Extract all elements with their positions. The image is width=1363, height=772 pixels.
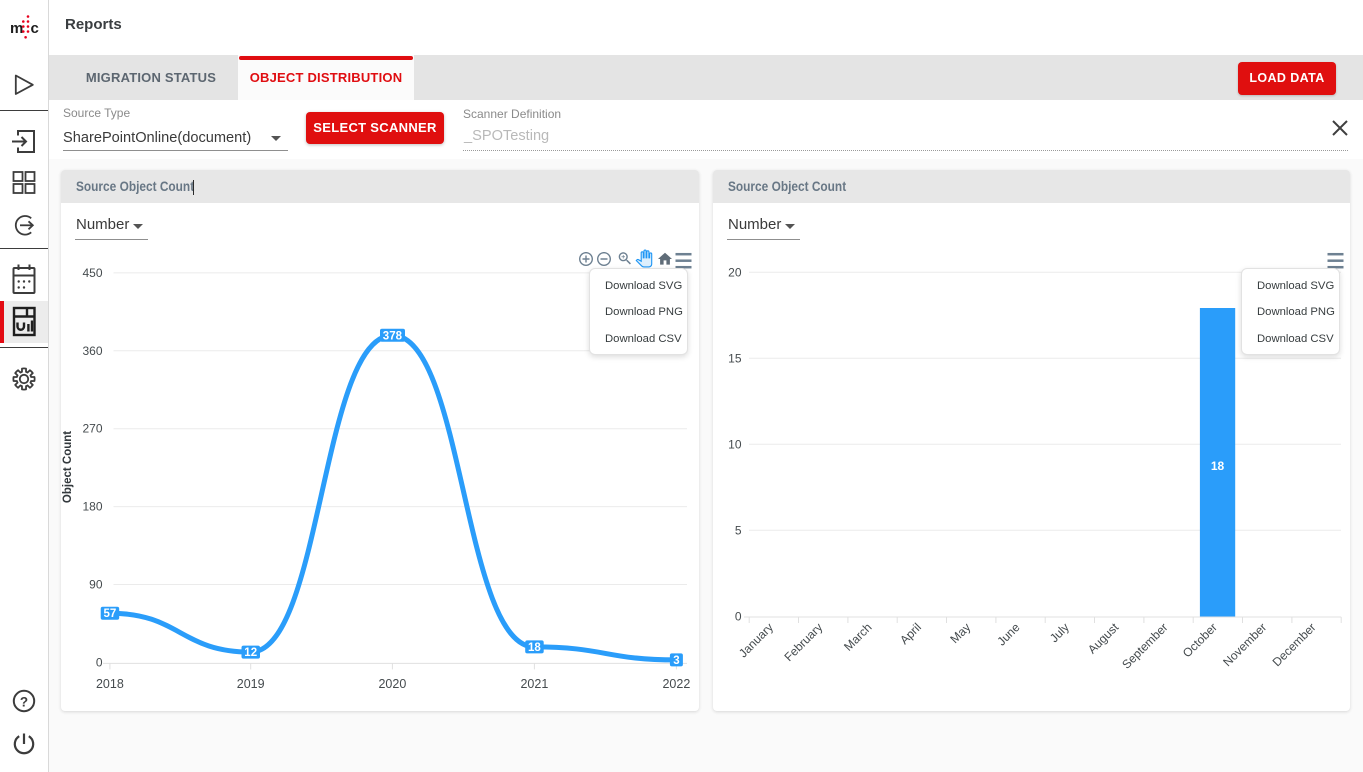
- svg-text:378: 378: [383, 330, 403, 342]
- svg-text:December: December: [1270, 620, 1319, 669]
- svg-text:June: June: [994, 620, 1023, 649]
- svg-text:m: m: [10, 20, 23, 37]
- svg-text:2022: 2022: [662, 677, 690, 691]
- svg-text:May: May: [947, 620, 973, 646]
- svg-text:20: 20: [728, 265, 742, 279]
- svg-text:c: c: [31, 20, 39, 37]
- svg-text:12: 12: [244, 647, 257, 659]
- svg-text:March: March: [841, 620, 874, 653]
- svg-text:0: 0: [96, 655, 103, 669]
- svg-text:November: November: [1220, 620, 1269, 669]
- svg-text:February: February: [781, 620, 825, 664]
- svg-text:2021: 2021: [520, 677, 548, 691]
- svg-text:57: 57: [104, 608, 117, 620]
- svg-text:0: 0: [735, 609, 742, 623]
- svg-text:?: ?: [20, 695, 28, 710]
- svg-text:18: 18: [528, 642, 541, 654]
- svg-text:90: 90: [89, 578, 103, 592]
- svg-text:270: 270: [82, 422, 102, 436]
- svg-text:180: 180: [82, 500, 102, 514]
- svg-text:September: September: [1119, 620, 1170, 671]
- svg-text:10: 10: [728, 437, 742, 451]
- svg-text:450: 450: [82, 266, 102, 280]
- svg-text:October: October: [1180, 620, 1220, 660]
- svg-text:April: April: [897, 620, 924, 647]
- svg-text:July: July: [1047, 620, 1072, 645]
- svg-text:2020: 2020: [378, 677, 406, 691]
- svg-text:18: 18: [1211, 459, 1225, 473]
- svg-text:360: 360: [82, 344, 102, 358]
- svg-text:January: January: [736, 620, 776, 660]
- svg-text:2019: 2019: [237, 677, 265, 691]
- svg-text:Object Count: Object Count: [62, 431, 74, 503]
- svg-text:15: 15: [728, 351, 742, 365]
- svg-text:5: 5: [735, 523, 742, 537]
- svg-text:August: August: [1085, 620, 1122, 657]
- svg-text:3: 3: [673, 655, 679, 667]
- svg-text:2018: 2018: [96, 677, 124, 691]
